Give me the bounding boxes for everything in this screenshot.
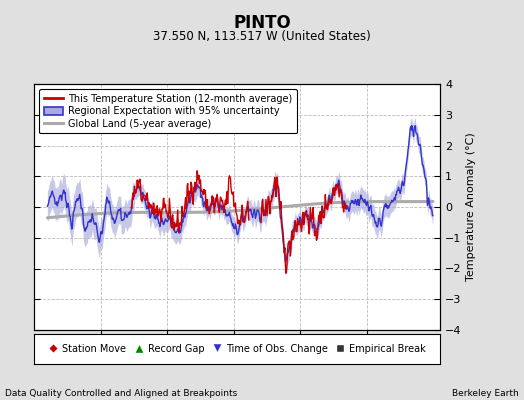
Y-axis label: Temperature Anomaly (°C): Temperature Anomaly (°C) [466, 133, 476, 281]
Legend: This Temperature Station (12-month average), Regional Expectation with 95% uncer: This Temperature Station (12-month avera… [39, 89, 297, 134]
Text: Data Quality Controlled and Aligned at Breakpoints: Data Quality Controlled and Aligned at B… [5, 389, 237, 398]
Text: PINTO: PINTO [233, 14, 291, 32]
Legend: Station Move, Record Gap, Time of Obs. Change, Empirical Break: Station Move, Record Gap, Time of Obs. C… [47, 342, 428, 356]
Text: Berkeley Earth: Berkeley Earth [452, 389, 519, 398]
Text: 37.550 N, 113.517 W (United States): 37.550 N, 113.517 W (United States) [153, 30, 371, 43]
